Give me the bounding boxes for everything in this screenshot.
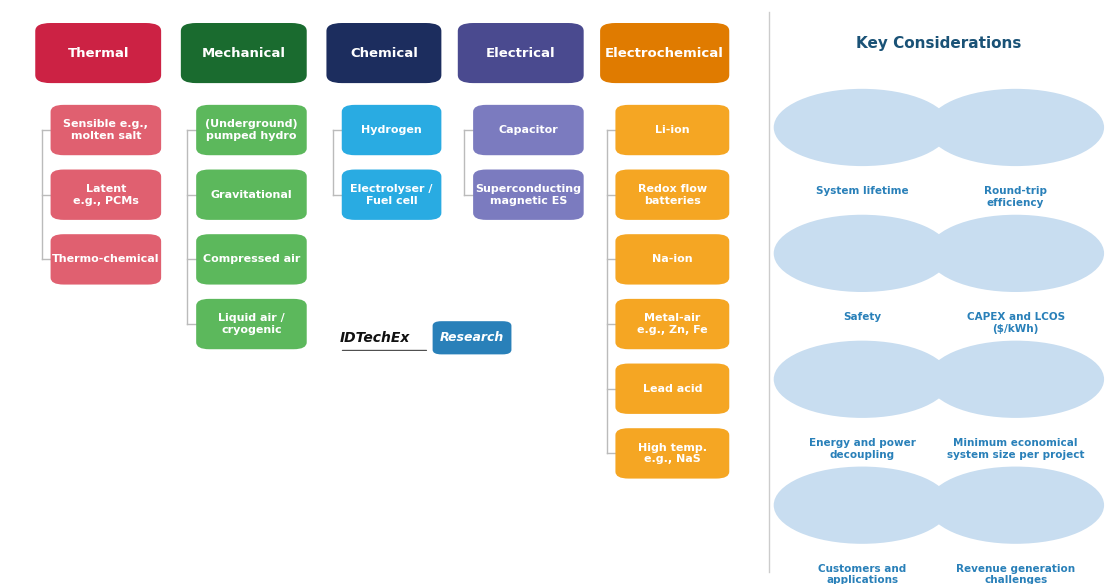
FancyBboxPatch shape [615,234,729,284]
Text: Thermal: Thermal [67,47,128,60]
FancyBboxPatch shape [615,428,729,478]
Text: Gravitational: Gravitational [211,190,293,200]
Text: Key Considerations: Key Considerations [857,36,1022,51]
FancyBboxPatch shape [615,363,729,414]
Ellipse shape [927,89,1104,166]
Text: CAPEX and LCOS
($/kWh): CAPEX and LCOS ($/kWh) [966,312,1065,333]
Text: Li-ion: Li-ion [655,125,689,135]
FancyBboxPatch shape [615,105,729,155]
FancyBboxPatch shape [50,105,161,155]
FancyBboxPatch shape [36,23,161,83]
Ellipse shape [927,215,1104,292]
Ellipse shape [774,340,951,418]
FancyBboxPatch shape [50,169,161,220]
Text: Revenue generation
challenges: Revenue generation challenges [956,564,1076,584]
Text: Latent
e.g., PCMs: Latent e.g., PCMs [73,184,139,206]
FancyBboxPatch shape [615,169,729,220]
Text: Metal-air
e.g., Zn, Fe: Metal-air e.g., Zn, Fe [637,313,708,335]
Text: Electrical: Electrical [486,47,555,60]
FancyBboxPatch shape [474,105,584,155]
FancyBboxPatch shape [197,234,307,284]
FancyBboxPatch shape [50,234,161,284]
Text: Sensible e.g.,
molten salt: Sensible e.g., molten salt [64,119,149,141]
FancyBboxPatch shape [342,169,441,220]
Text: Superconducting
magnetic ES: Superconducting magnetic ES [476,184,581,206]
FancyBboxPatch shape [615,299,729,349]
Text: Customers and
applications: Customers and applications [818,564,906,584]
Text: Compressed air: Compressed air [203,255,300,265]
FancyBboxPatch shape [600,23,729,83]
Ellipse shape [927,467,1104,544]
Text: Electrolyser /
Fuel cell: Electrolyser / Fuel cell [351,184,432,206]
Text: Minimum economical
system size per project: Minimum economical system size per proje… [947,438,1085,460]
Text: Liquid air /
cryogenic: Liquid air / cryogenic [218,313,285,335]
Text: (Underground)
pumped hydro: (Underground) pumped hydro [206,119,298,141]
FancyBboxPatch shape [342,105,441,155]
Text: System lifetime: System lifetime [815,186,908,196]
Text: Na-ion: Na-ion [652,255,693,265]
Text: Safety: Safety [843,312,881,322]
Text: Round-trip
efficiency: Round-trip efficiency [984,186,1047,208]
FancyBboxPatch shape [474,169,584,220]
Text: Capacitor: Capacitor [498,125,558,135]
Text: Research: Research [440,331,504,345]
FancyBboxPatch shape [181,23,307,83]
Text: Electrochemical: Electrochemical [605,47,724,60]
FancyBboxPatch shape [432,321,512,354]
Ellipse shape [774,215,951,292]
FancyBboxPatch shape [197,169,307,220]
FancyBboxPatch shape [197,105,307,155]
Text: IDTechEx: IDTechEx [340,331,410,345]
FancyBboxPatch shape [326,23,441,83]
Ellipse shape [774,89,951,166]
Text: Thermo-chemical: Thermo-chemical [52,255,160,265]
Text: Redox flow
batteries: Redox flow batteries [638,184,707,206]
Text: High temp.
e.g., NaS: High temp. e.g., NaS [638,443,707,464]
Text: Energy and power
decoupling: Energy and power decoupling [809,438,916,460]
FancyBboxPatch shape [197,299,307,349]
FancyBboxPatch shape [458,23,584,83]
Text: Lead acid: Lead acid [642,384,703,394]
Ellipse shape [927,340,1104,418]
Text: Chemical: Chemical [350,47,418,60]
Ellipse shape [774,467,951,544]
Text: Hydrogen: Hydrogen [361,125,422,135]
Text: Mechanical: Mechanical [202,47,286,60]
